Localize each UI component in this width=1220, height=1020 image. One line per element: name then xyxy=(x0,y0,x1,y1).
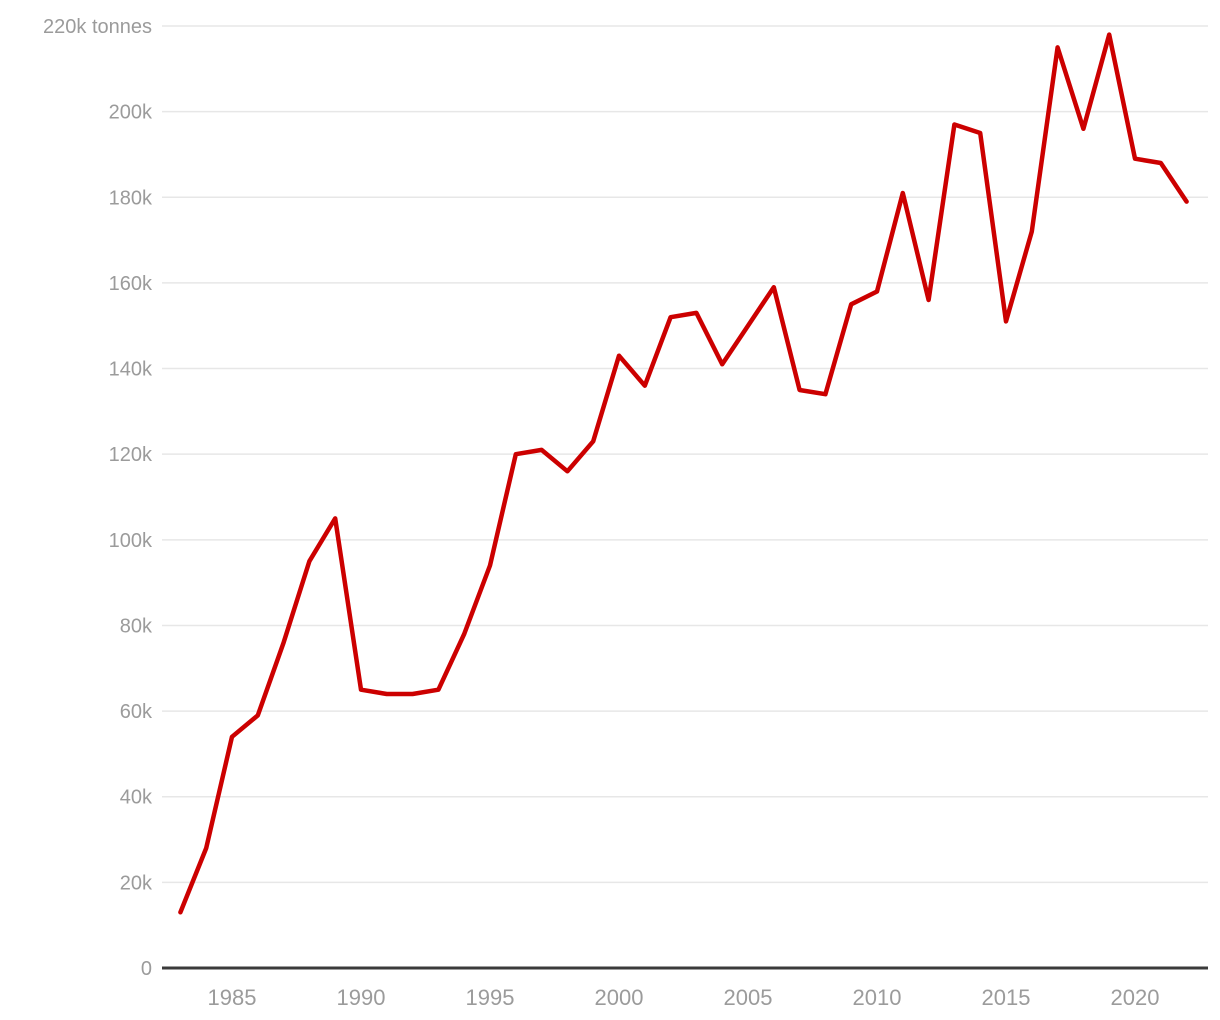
y-axis-tick-label: 20k xyxy=(120,872,153,894)
x-axis-tick-label: 1990 xyxy=(337,985,386,1010)
y-axis-tick-label: 80k xyxy=(120,615,153,637)
y-axis-tick-label: 220k tonnes xyxy=(43,16,152,38)
y-axis-tick-label: 200k xyxy=(109,102,153,124)
x-axis-tick-label: 2005 xyxy=(724,985,773,1010)
x-axis-tick-label: 2000 xyxy=(595,985,644,1010)
x-axis-tick-label: 1985 xyxy=(208,985,257,1010)
x-axis-tick-label: 2020 xyxy=(1111,985,1160,1010)
y-axis-tick-label: 160k xyxy=(109,273,153,295)
data-line-series xyxy=(178,32,1189,915)
y-axis-tick-label: 100k xyxy=(109,530,153,552)
y-axis-tick-label: 140k xyxy=(109,359,153,381)
x-axis-tick-label: 1995 xyxy=(466,985,515,1010)
x-axis-tick-label: 2010 xyxy=(853,985,902,1010)
y-axis-tick-label: 60k xyxy=(120,701,153,723)
y-axis-tick-label: 0 xyxy=(141,958,152,980)
x-axis-tick-label: 2015 xyxy=(982,985,1031,1010)
y-axis-tick-label: 180k xyxy=(109,187,153,209)
y-axis-tick-label: 40k xyxy=(120,787,153,809)
y-axis-tick-label: 120k xyxy=(109,444,153,466)
